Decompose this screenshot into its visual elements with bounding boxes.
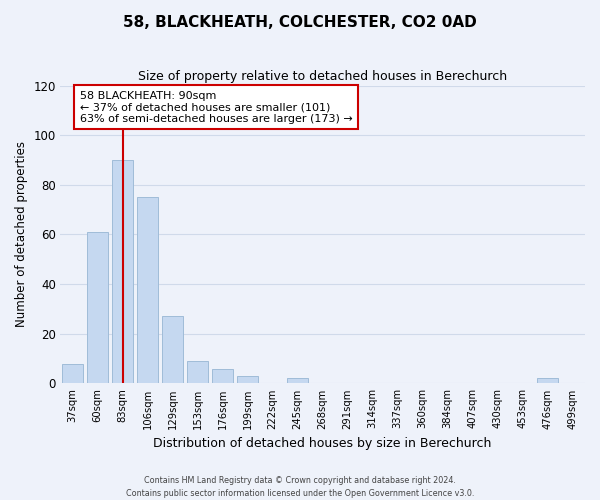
Bar	[212, 368, 233, 384]
Bar	[163, 316, 183, 384]
Bar	[62, 364, 83, 384]
Bar	[287, 378, 308, 384]
Text: 58, BLACKHEATH, COLCHESTER, CO2 0AD: 58, BLACKHEATH, COLCHESTER, CO2 0AD	[123, 15, 477, 30]
Bar	[238, 376, 258, 384]
Bar	[137, 198, 158, 384]
Bar	[187, 361, 208, 384]
Bar	[88, 232, 108, 384]
Bar	[537, 378, 558, 384]
X-axis label: Distribution of detached houses by size in Berechurch: Distribution of detached houses by size …	[154, 437, 492, 450]
Title: Size of property relative to detached houses in Berechurch: Size of property relative to detached ho…	[138, 70, 507, 83]
Bar	[112, 160, 133, 384]
Text: 58 BLACKHEATH: 90sqm
← 37% of detached houses are smaller (101)
63% of semi-deta: 58 BLACKHEATH: 90sqm ← 37% of detached h…	[80, 90, 352, 124]
Text: Contains HM Land Registry data © Crown copyright and database right 2024.
Contai: Contains HM Land Registry data © Crown c…	[126, 476, 474, 498]
Y-axis label: Number of detached properties: Number of detached properties	[15, 142, 28, 328]
